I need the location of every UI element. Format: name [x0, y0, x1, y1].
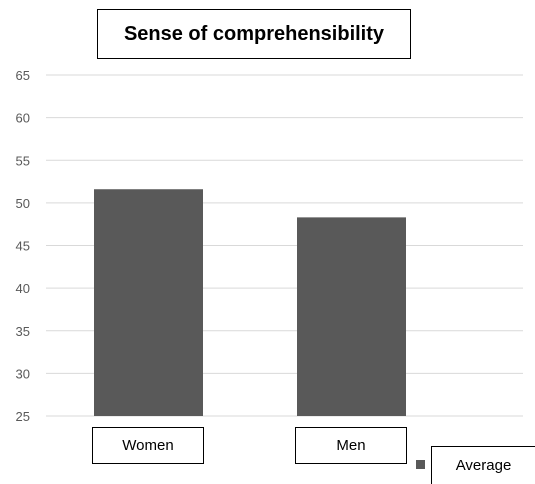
legend-swatch-average	[416, 460, 425, 469]
bars	[94, 189, 406, 416]
y-tick-label-55: 55	[16, 153, 30, 168]
y-tick-label-65: 65	[16, 68, 30, 83]
y-tick-label-40: 40	[16, 281, 30, 296]
y-tick-label-45: 45	[16, 239, 30, 254]
y-tick-label-50: 50	[16, 196, 30, 211]
y-tick-label-30: 30	[16, 366, 30, 381]
y-tick-label-25: 25	[16, 409, 30, 424]
bar-men	[297, 217, 406, 416]
y-axis-tick-labels: 25 30 35 40 45 50 55 60 65	[16, 68, 30, 424]
category-label-women: Women	[92, 427, 204, 464]
category-label-men: Men	[295, 427, 407, 464]
y-tick-label-35: 35	[16, 324, 30, 339]
chart-title: Sense of comprehensibility	[97, 9, 411, 59]
legend-entry-average: Average	[431, 446, 535, 484]
y-tick-label-60: 60	[16, 111, 30, 126]
bar-women	[94, 189, 203, 416]
